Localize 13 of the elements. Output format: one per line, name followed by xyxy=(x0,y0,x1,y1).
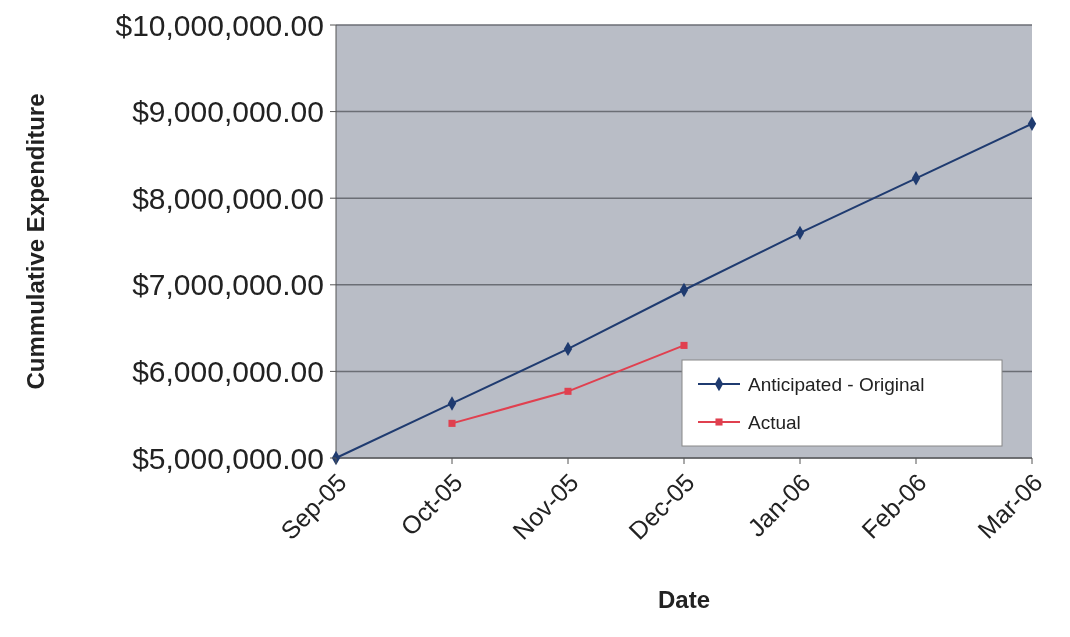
y-tick-label: $7,000,000.00 xyxy=(132,268,324,302)
y-tick-label: $10,000,000.00 xyxy=(115,8,324,42)
x-axis-title: Date xyxy=(657,586,711,613)
y-tick-label: $5,000,000.00 xyxy=(132,441,324,475)
point xyxy=(564,387,572,395)
y-tick-label: $6,000,000.00 xyxy=(132,354,324,388)
legend-label: Anticipated - Original xyxy=(748,373,925,395)
legend-label: Actual xyxy=(748,411,801,433)
point xyxy=(448,419,456,427)
y-tick-label: $9,000,000.00 xyxy=(132,95,324,129)
point xyxy=(680,341,688,349)
y-axis-title: Cummulative Expenditure xyxy=(22,93,49,390)
y-tick-label: $8,000,000.00 xyxy=(132,181,324,215)
